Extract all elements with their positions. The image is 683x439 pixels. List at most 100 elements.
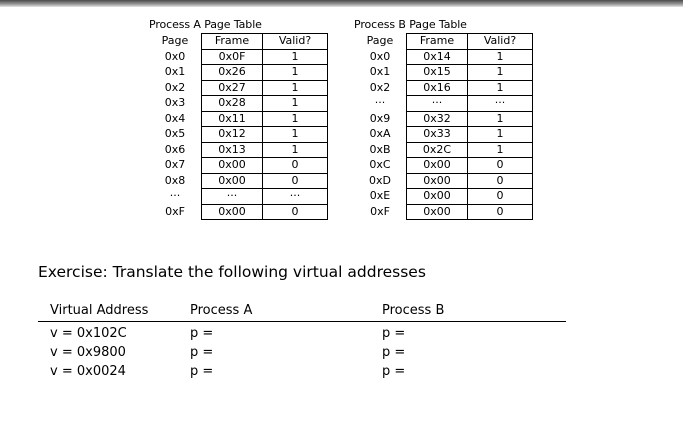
frame-cell: 0x12 xyxy=(201,126,263,143)
frame-cell: 0x28 xyxy=(201,95,263,112)
process-a-cell: p = xyxy=(190,345,214,360)
table-header-row: Frame Valid? xyxy=(201,33,328,50)
page-cell: 0x1 xyxy=(369,65,391,78)
process-b-cell: p = xyxy=(382,345,406,360)
valid-cell: 1 xyxy=(467,48,533,65)
frame-cell: 0x14 xyxy=(406,48,468,65)
valid-cell: 1 xyxy=(467,79,533,96)
valid-cell: 1 xyxy=(262,126,328,143)
frame-cell: 0x33 xyxy=(406,126,468,143)
frame-cell: 0x2C xyxy=(406,141,468,158)
page-cell: 0xF xyxy=(165,204,185,218)
table-row: 0x14 1 xyxy=(406,48,533,65)
frame-cell: 0x00 xyxy=(406,172,468,189)
frame-header: Frame xyxy=(406,33,468,50)
process-a-cell: p = xyxy=(190,326,214,341)
valid-cell: 0 xyxy=(467,203,533,220)
virtual-address-header: Virtual Address xyxy=(50,303,149,318)
valid-cell: 1 xyxy=(467,126,533,143)
table-row: 0x28 1 xyxy=(201,95,328,112)
valid-cell: 1 xyxy=(262,110,328,127)
page-cell: 0x6 xyxy=(164,142,186,156)
page-header: Page xyxy=(366,34,394,47)
frame-cell: 0x16 xyxy=(406,79,468,96)
table-row: 0x16 1 xyxy=(406,79,533,96)
page-column: Page 0x0 0x1 0x2 ··· 0x9 0xA 0xB 0xC 0xD… xyxy=(354,33,406,220)
table-row: 0x00 0 xyxy=(406,203,533,220)
valid-cell: 1 xyxy=(262,141,328,158)
page-cell: ··· xyxy=(374,96,386,109)
table-row: 0x12 1 xyxy=(201,126,328,143)
frame-cell: 0x32 xyxy=(406,110,468,127)
valid-cell: 0 xyxy=(467,157,533,174)
frame-cell: 0x00 xyxy=(406,203,468,220)
valid-header: Valid? xyxy=(467,33,533,50)
page-cell: 0xA xyxy=(369,127,391,140)
frame-cell: ··· xyxy=(201,188,263,205)
page-cell: 0x2 xyxy=(164,80,186,94)
process-a-title: Process A Page Table xyxy=(149,18,262,31)
page-cell: ··· xyxy=(169,189,181,202)
page-cell: 0x0 xyxy=(369,49,391,63)
valid-cell: 1 xyxy=(467,64,533,81)
valid-cell: 0 xyxy=(262,157,328,174)
valid-cell: 0 xyxy=(467,172,533,189)
frame-valid-table: Frame Valid? 0x0F 1 0x26 1 0x27 1 0x28 1 0x1… xyxy=(201,33,328,220)
valid-cell: 1 xyxy=(262,95,328,112)
process-b-title: Process B Page Table xyxy=(354,18,467,31)
table-row: v = 0x0024 p = p = xyxy=(38,362,566,381)
process-a-cell: p = xyxy=(190,364,214,379)
exercise-title: Exercise: Translate the following virtua… xyxy=(38,263,426,281)
table-row: 0x0F 1 xyxy=(201,48,328,65)
table-row: 0x00 0 xyxy=(406,157,533,174)
valid-cell: 0 xyxy=(262,203,328,220)
table-row: 0x13 1 xyxy=(201,141,328,158)
table-row: 0x00 0 xyxy=(201,172,328,189)
valid-cell: ··· xyxy=(262,188,328,205)
frame-cell: 0x13 xyxy=(201,141,263,158)
valid-header: Valid? xyxy=(262,33,328,50)
table-row: v = 0x102C p = p = xyxy=(38,324,566,343)
page-cell: 0xD xyxy=(369,173,391,187)
frame-header: Frame xyxy=(201,33,263,50)
table-row: 0x26 1 xyxy=(201,64,328,81)
page-cell: 0xC xyxy=(369,158,391,171)
page-header: Page xyxy=(161,34,189,47)
process-b-cell: p = xyxy=(382,364,406,379)
virtual-address-cell: v = 0x102C xyxy=(50,326,127,341)
table-row: ··· ··· xyxy=(201,188,328,205)
page-cell: 0x7 xyxy=(164,158,186,171)
frame-cell: 0x11 xyxy=(201,110,263,127)
page-cell: 0x5 xyxy=(164,127,186,140)
frame-cell: 0x00 xyxy=(406,188,468,205)
table-row: 0x00 0 xyxy=(406,172,533,189)
process-b-header: Process B xyxy=(382,303,445,318)
page-cell: 0x4 xyxy=(164,111,186,125)
valid-cell: 0 xyxy=(262,172,328,189)
table-row: ··· ··· xyxy=(406,95,533,112)
valid-cell: 1 xyxy=(262,64,328,81)
valid-cell: 1 xyxy=(262,48,328,65)
exercise-table: Virtual Address Process A Process B v = … xyxy=(38,300,566,381)
table-row: 0x00 0 xyxy=(201,157,328,174)
valid-cell: 0 xyxy=(467,188,533,205)
frame-cell: 0x26 xyxy=(201,64,263,81)
table-row: 0x00 0 xyxy=(201,203,328,220)
frame-cell: 0x00 xyxy=(406,157,468,174)
valid-cell: 1 xyxy=(467,141,533,158)
valid-cell: ··· xyxy=(467,95,533,112)
page-cell: 0xB xyxy=(369,142,391,156)
page-cell: 0x0 xyxy=(164,49,186,63)
process-b-page-table: Process B Page Table Page 0x0 0x1 0x2 ··… xyxy=(354,17,533,220)
page-cell: 0x8 xyxy=(164,173,186,187)
table-row: 0x33 1 xyxy=(406,126,533,143)
table-row: 0x11 1 xyxy=(201,110,328,127)
process-b-cell: p = xyxy=(382,326,406,341)
table-header-row: Frame Valid? xyxy=(406,33,533,50)
page-cell: 0xE xyxy=(369,189,391,202)
page-cell: 0xF xyxy=(370,204,390,218)
exercise-header-row: Virtual Address Process A Process B xyxy=(38,300,566,322)
virtual-address-cell: v = 0x0024 xyxy=(50,364,126,379)
table-row: v = 0x9800 p = p = xyxy=(38,343,566,362)
valid-cell: 1 xyxy=(262,79,328,96)
